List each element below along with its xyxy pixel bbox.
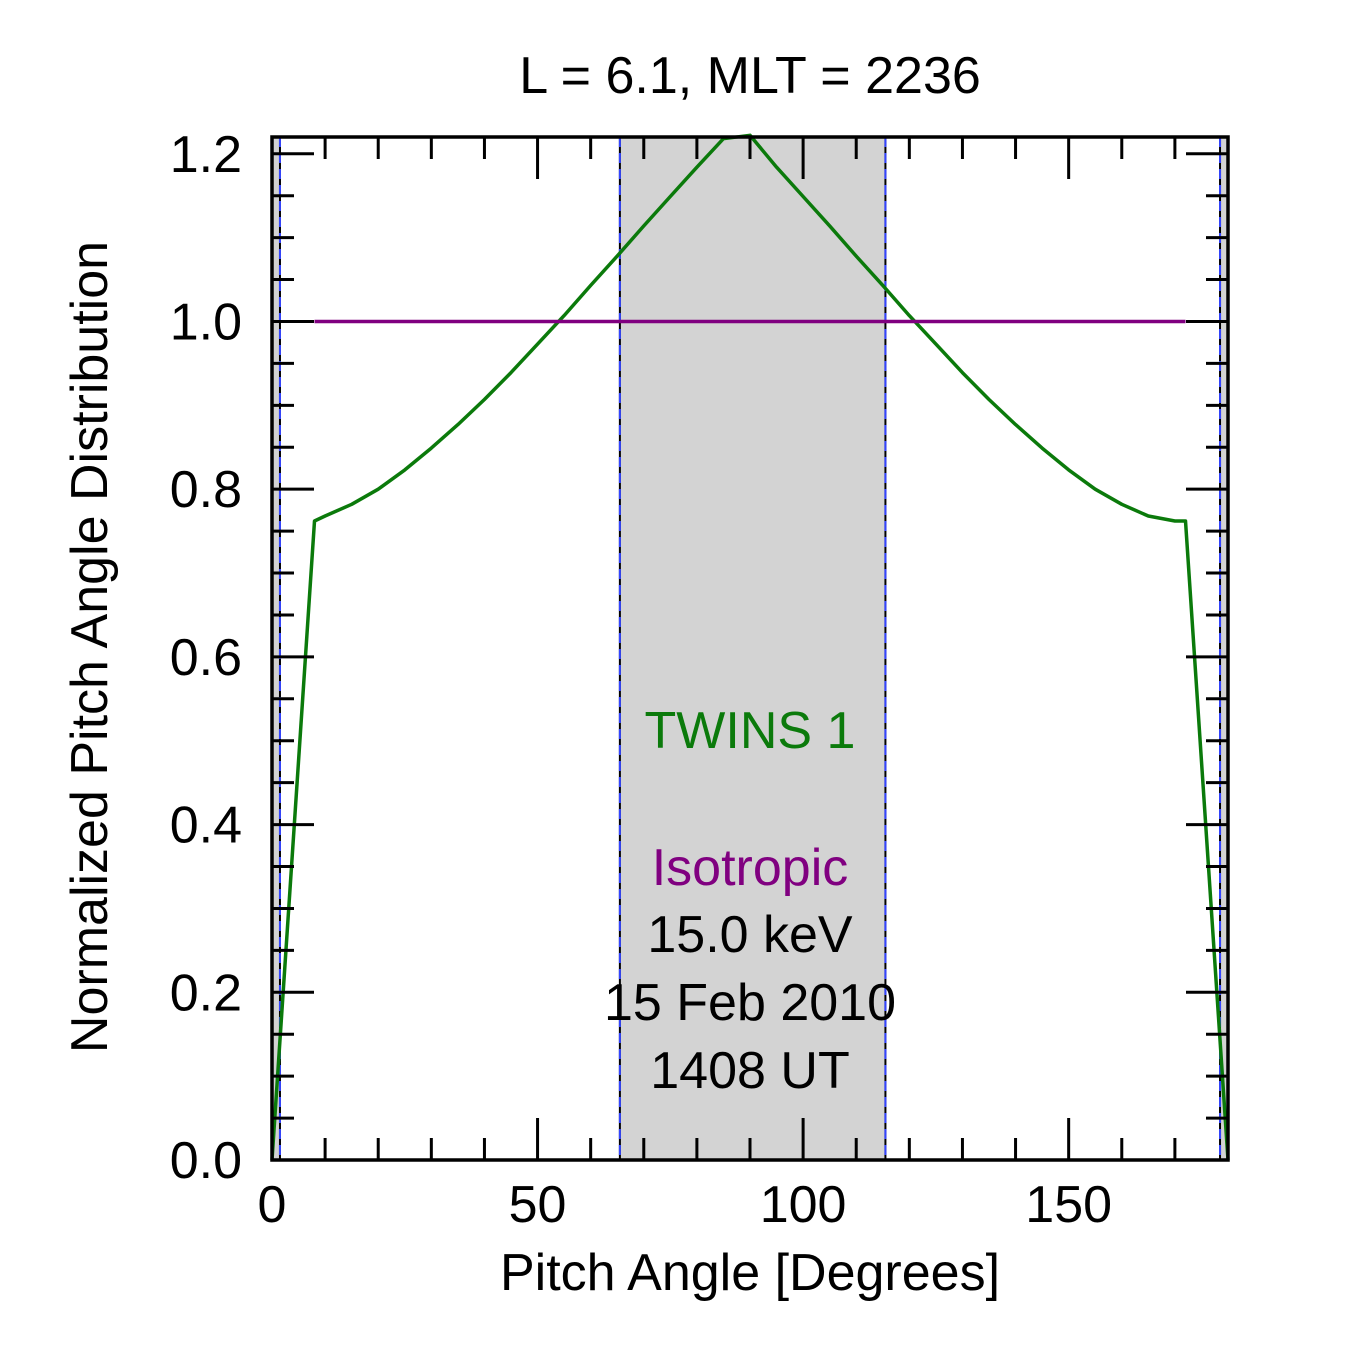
chart-title: L = 6.1, MLT = 2236 — [519, 47, 981, 105]
y-tick-label: 0.6 — [170, 629, 242, 687]
y-tick-label: 1.0 — [170, 293, 242, 351]
x-tick-label: 50 — [509, 1176, 567, 1234]
vertical-marker-lines — [278, 137, 1222, 1160]
legend-isotropic-label: Isotropic — [652, 839, 849, 897]
y-tick-label: 0.0 — [170, 1132, 242, 1190]
axis-ticks — [270, 137, 1230, 1162]
y-axis-label: Normalized Pitch Angle Distribution — [61, 241, 119, 1053]
y-tick-label: 0.2 — [170, 964, 242, 1022]
legend-twins-label: TWINS 1 — [645, 702, 856, 760]
time-label: 1408 UT — [650, 1042, 849, 1100]
shaded-region — [619, 137, 886, 1160]
date-label: 15 Feb 2010 — [604, 974, 896, 1032]
tick-labels: 0 50 100 150 0.0 0.2 0.4 0.6 0.8 1.0 1.2 — [170, 126, 1112, 1234]
y-tick-label: 0.4 — [170, 797, 242, 855]
energy-label: 15.0 keV — [647, 906, 853, 964]
shaded-region — [272, 137, 280, 1160]
x-tick-label: 0 — [258, 1176, 287, 1234]
x-axis-label: Pitch Angle [Degrees] — [500, 1244, 1000, 1302]
x-tick-label: 150 — [1025, 1176, 1112, 1234]
shaded-region — [1220, 137, 1228, 1160]
x-tick-label: 100 — [760, 1176, 847, 1234]
shaded-regions — [272, 137, 1228, 1160]
y-tick-label: 0.8 — [170, 461, 242, 519]
y-tick-label: 1.2 — [170, 126, 242, 184]
